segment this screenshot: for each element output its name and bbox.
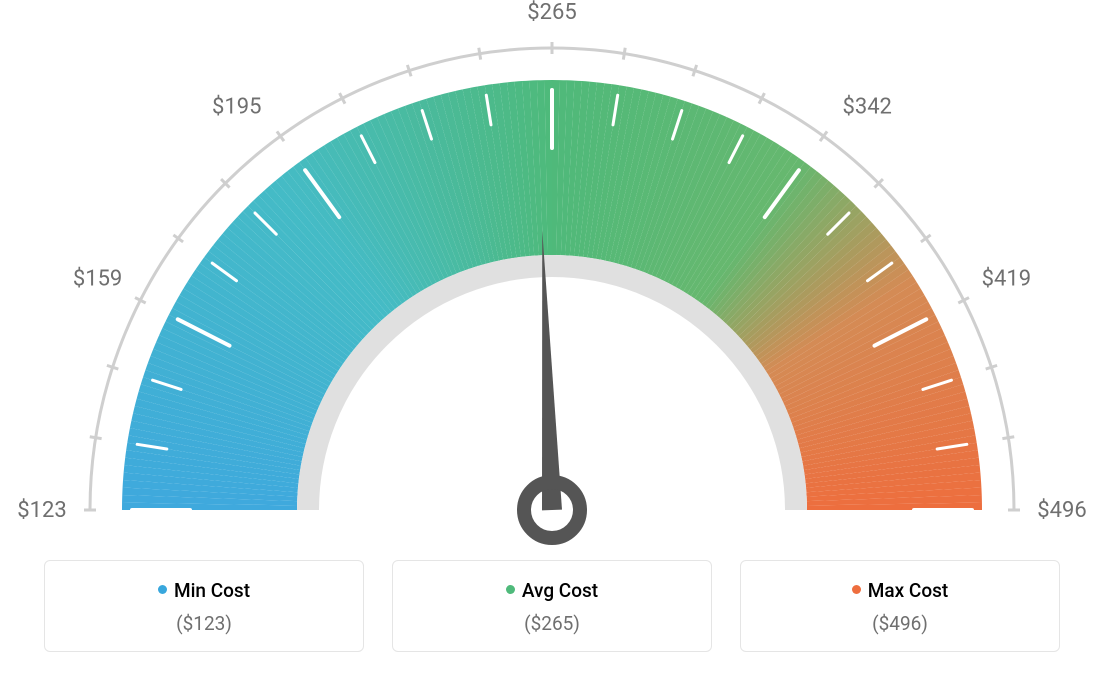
gauge-tick-label: $419 xyxy=(982,266,1031,291)
gauge-svg: $123 $159 $195 $265 $342 $419 $496 xyxy=(0,0,1104,560)
legend-card-min: Min Cost ($123) xyxy=(44,560,364,652)
legend-title-min: Min Cost xyxy=(55,579,353,602)
legend-title-max: Max Cost xyxy=(751,579,1049,602)
gauge-tick-label: $496 xyxy=(1037,498,1086,523)
gauge-tick-label: $342 xyxy=(842,95,891,120)
legend-value-max: ($496) xyxy=(751,612,1049,635)
legend-label-avg: Avg Cost xyxy=(522,579,598,602)
legend-label-max: Max Cost xyxy=(868,579,948,602)
legend-title-avg: Avg Cost xyxy=(403,579,701,602)
legend-label-min: Min Cost xyxy=(174,579,250,602)
legend-row: Min Cost ($123) Avg Cost ($265) Max Cost… xyxy=(0,560,1104,652)
gauge-tick-label: $265 xyxy=(527,0,576,25)
legend-card-max: Max Cost ($496) xyxy=(740,560,1060,652)
legend-card-avg: Avg Cost ($265) xyxy=(392,560,712,652)
gauge-tick-label: $159 xyxy=(73,266,122,291)
gauge-tick-label: $123 xyxy=(17,498,66,523)
gauge-container: $123 $159 $195 $265 $342 $419 $496 xyxy=(0,0,1104,560)
dot-icon xyxy=(506,585,515,594)
legend-value-avg: ($265) xyxy=(403,612,701,635)
legend-value-min: ($123) xyxy=(55,612,353,635)
gauge-tick-label: $195 xyxy=(212,95,261,120)
dot-icon xyxy=(158,585,167,594)
dot-icon xyxy=(852,585,861,594)
